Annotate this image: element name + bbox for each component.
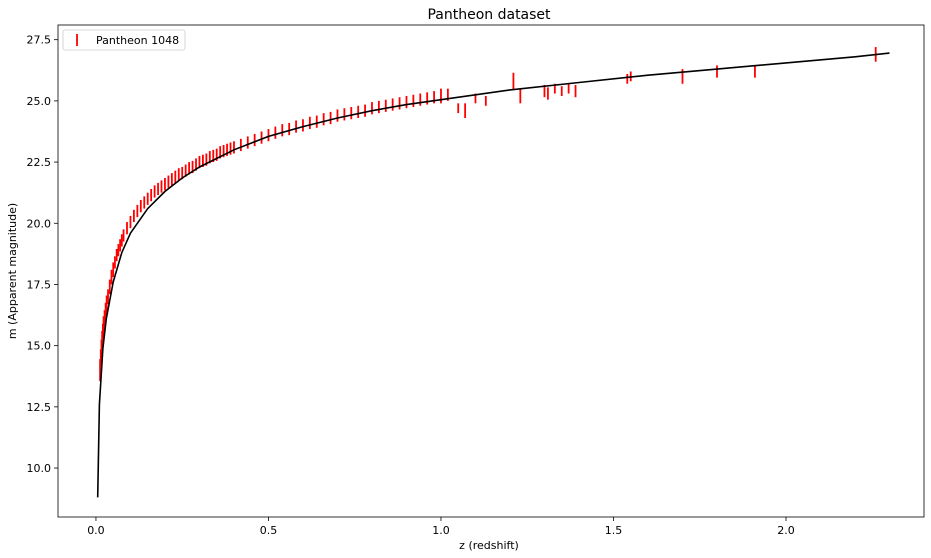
- legend: Pantheon 1048: [62, 29, 186, 51]
- axes-frame: [57, 24, 925, 518]
- fit-line: [96, 52, 890, 498]
- legend-box: [62, 29, 186, 51]
- y-axis-ticks: 10.0 12.5 15.0 17.5 20.0 22.5 25.0 27.5: [27, 34, 58, 475]
- y-tick-label: 27.5: [27, 34, 52, 47]
- y-tick-label: 15.0: [27, 340, 52, 353]
- x-tick-label: 0.5: [260, 524, 278, 537]
- y-tick-label: 12.5: [27, 401, 52, 414]
- x-tick-label: 1.0: [432, 524, 450, 537]
- chart-title: Pantheon dataset: [427, 7, 551, 23]
- y-tick-label: 20.0: [27, 217, 52, 230]
- y-tick-label: 10.0: [27, 462, 52, 475]
- x-axis-ticks: 0.0 0.5 1.0 1.5 2.0: [87, 517, 795, 537]
- fit-line-series: [96, 52, 890, 498]
- x-tick-label: 2.0: [777, 524, 795, 537]
- plot-area: [57, 24, 925, 518]
- y-tick-label: 25.0: [27, 95, 52, 108]
- y-tick-label: 17.5: [27, 278, 52, 291]
- y-axis-label: m (Apparent magnitude): [6, 203, 19, 339]
- x-axis-label: z (redshift): [459, 539, 519, 552]
- legend-label: Pantheon 1048: [96, 34, 179, 47]
- y-tick-label: 22.5: [27, 156, 52, 169]
- x-tick-label: 1.5: [605, 524, 623, 537]
- x-tick-label: 0.0: [87, 524, 105, 537]
